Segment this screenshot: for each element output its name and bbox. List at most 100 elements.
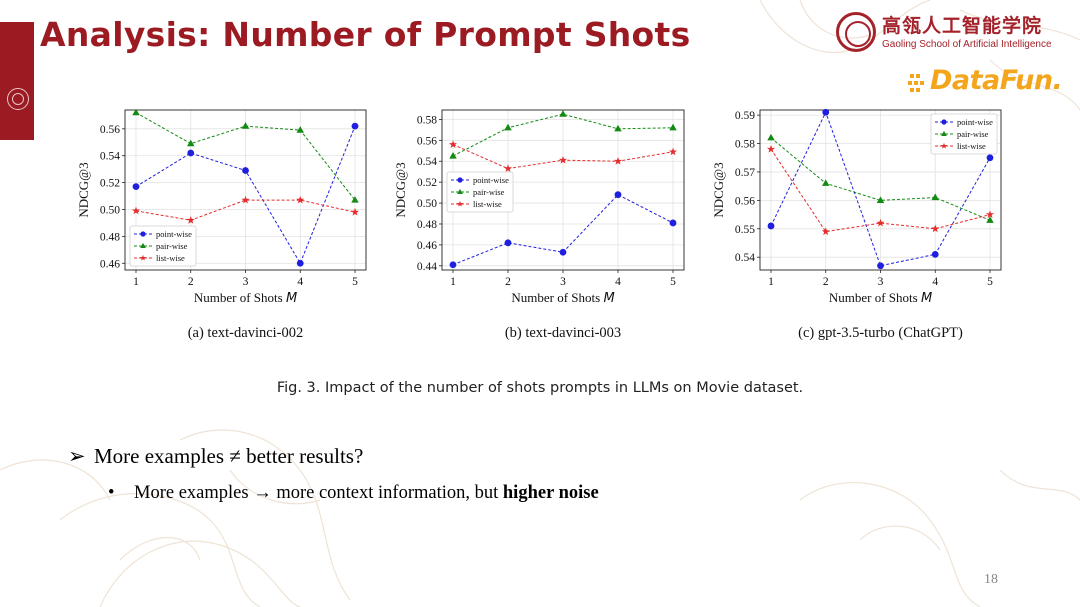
data-point-pair-wise xyxy=(767,133,775,141)
x-axis-label: Number of Shots M xyxy=(829,290,932,306)
data-point-point-wise xyxy=(449,261,457,269)
data-point-pair-wise xyxy=(504,123,512,131)
subfigure-caption: (a) text-davinci-002 xyxy=(188,325,304,341)
y-tick-label: 0.57 xyxy=(735,167,755,179)
x-tick-label: 2 xyxy=(823,276,829,288)
y-tick-label: 0.48 xyxy=(417,219,437,231)
legend-marker-list-wise xyxy=(139,254,147,261)
series-line-list-wise xyxy=(770,148,991,233)
data-point-point-wise xyxy=(822,108,830,116)
data-point-pair-wise xyxy=(241,122,250,129)
data-point-pair-wise xyxy=(132,108,140,116)
datafun-logo: DataFun. xyxy=(908,64,1063,102)
data-point-pair-wise xyxy=(822,179,830,186)
logo-name-english: Gaoling School of Artificial Intelligenc… xyxy=(882,39,1052,50)
legend-label-pair-wise: pair-wise xyxy=(156,241,188,251)
data-point-pair-wise xyxy=(351,196,359,203)
arrow-bullet-icon: ➢ xyxy=(68,444,86,468)
y-tick-label: 0.54 xyxy=(417,156,437,168)
bullet-sub-middle: more context information, but xyxy=(271,483,503,503)
legend-marker-list-wise xyxy=(940,142,948,149)
datafun-logo-text: DataFun. xyxy=(930,65,1063,96)
university-seal-small-icon xyxy=(7,88,29,110)
y-tick-label: 0.54 xyxy=(735,252,755,264)
x-tick-label: 5 xyxy=(670,276,676,288)
y-tick-label: 0.52 xyxy=(417,177,437,189)
data-point-list-wise xyxy=(931,224,940,233)
logo-name-chinese: 高瓴人工智能学院 xyxy=(882,15,1043,37)
figure-caption: Fig. 3. Impact of the number of shots pr… xyxy=(276,380,804,396)
bullet-sub-bold: higher noise xyxy=(502,483,599,503)
y-axis-label: NDCG@3 xyxy=(393,162,408,217)
series-line-point-wise xyxy=(770,110,991,267)
y-axis-label: NDCG@3 xyxy=(76,162,91,217)
x-tick-label: 1 xyxy=(768,276,774,288)
legend-label-list-wise: list-wise xyxy=(957,141,986,151)
x-tick-label: 2 xyxy=(188,276,194,288)
data-point-point-wise xyxy=(187,149,195,157)
legend-marker-point-wise xyxy=(941,119,947,125)
data-point-pair-wise xyxy=(187,139,195,147)
y-tick-label: 0.46 xyxy=(100,258,120,270)
x-tick-label: 3 xyxy=(243,276,249,288)
data-point-list-wise xyxy=(668,147,678,156)
data-point-list-wise xyxy=(131,206,141,215)
legend-box xyxy=(129,225,197,267)
data-point-list-wise xyxy=(186,216,195,224)
data-point-list-wise xyxy=(558,155,568,164)
data-point-list-wise xyxy=(766,144,776,153)
data-point-point-wise xyxy=(986,154,994,162)
university-seal-icon xyxy=(836,12,876,52)
data-point-point-wise xyxy=(351,122,359,130)
y-tick-label: 0.44 xyxy=(417,261,437,273)
legend-marker-list-wise xyxy=(456,200,464,207)
y-tick-label: 0.56 xyxy=(735,195,755,207)
x-axis-label: Number of Shots M xyxy=(194,290,297,306)
dot-bullet-icon: • xyxy=(108,483,115,503)
bullet-sub: • More examples → more context informatio… xyxy=(108,483,599,504)
data-point-point-wise xyxy=(614,191,622,199)
bullet-main: ➢ More examples ≠ better results? xyxy=(68,444,363,469)
x-tick-label: 1 xyxy=(450,276,456,288)
data-point-pair-wise xyxy=(876,196,885,203)
legend-marker-pair-wise xyxy=(941,130,947,136)
x-tick-label: 5 xyxy=(352,276,358,288)
legend-marker-pair-wise xyxy=(140,242,146,248)
data-point-list-wise xyxy=(985,210,995,219)
data-point-pair-wise xyxy=(931,193,939,201)
datafun-dots-icon xyxy=(908,74,924,92)
data-point-point-wise xyxy=(877,262,884,270)
data-point-list-wise xyxy=(350,207,360,216)
data-point-point-wise xyxy=(504,239,512,247)
left-accent-tab xyxy=(0,22,34,140)
data-point-list-wise xyxy=(241,195,250,204)
data-point-pair-wise xyxy=(614,124,622,132)
y-tick-label: 0.52 xyxy=(100,178,120,190)
legend-marker-point-wise xyxy=(140,231,146,237)
y-tick-label: 0.46 xyxy=(417,240,437,252)
bullet-sub-prefix: More examples xyxy=(134,483,254,503)
series-line-list-wise xyxy=(135,199,356,221)
y-tick-label: 0.56 xyxy=(417,135,437,147)
data-point-point-wise xyxy=(559,248,567,256)
data-point-list-wise xyxy=(821,227,830,236)
data-point-pair-wise xyxy=(669,123,677,131)
legend-label-point-wise: point-wise xyxy=(473,175,509,185)
legend-label-pair-wise: pair-wise xyxy=(957,129,989,139)
data-point-list-wise xyxy=(296,195,305,204)
legend-box xyxy=(446,171,514,213)
data-point-list-wise xyxy=(876,218,885,227)
data-point-point-wise xyxy=(296,259,304,267)
data-point-pair-wise xyxy=(559,110,567,117)
data-point-pair-wise xyxy=(986,216,994,223)
data-point-list-wise xyxy=(448,140,458,148)
x-tick-label: 1 xyxy=(133,276,139,288)
x-tick-label: 4 xyxy=(615,276,621,288)
y-tick-label: 0.48 xyxy=(100,231,120,243)
data-point-list-wise xyxy=(503,164,513,172)
x-tick-label: 4 xyxy=(932,276,938,288)
subfigure-caption: (b) text-davinci-003 xyxy=(505,325,621,341)
subfigure-caption: (c) gpt-3.5-turbo (ChatGPT) xyxy=(798,325,963,341)
legend-label-list-wise: list-wise xyxy=(473,199,502,209)
